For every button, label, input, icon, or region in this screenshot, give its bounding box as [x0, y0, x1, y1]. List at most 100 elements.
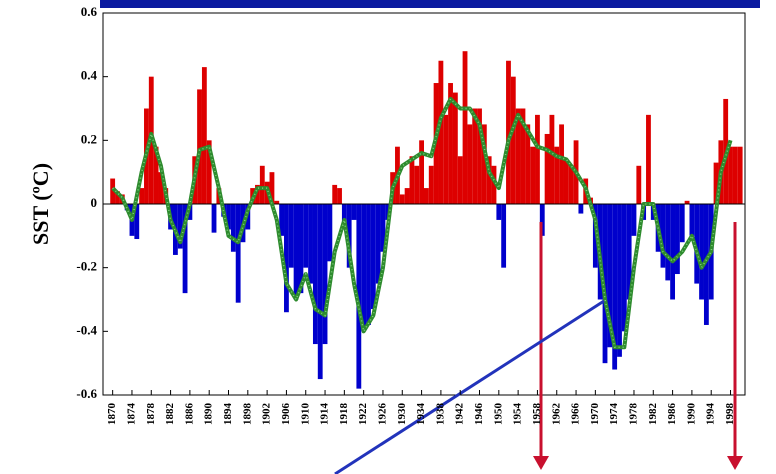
bar: [211, 204, 217, 233]
bar: [375, 204, 381, 284]
bar: [366, 204, 371, 325]
bar: [298, 204, 304, 294]
bar: [380, 204, 386, 252]
bar: [424, 188, 429, 204]
bar: [689, 204, 695, 236]
bar: [554, 146, 560, 204]
x-tick-label: 1910: [299, 403, 311, 426]
bar: [477, 108, 482, 204]
x-tick-label: 1878: [145, 403, 157, 426]
bar: [443, 114, 449, 204]
bar: [665, 204, 671, 281]
x-tick-label: 1882: [164, 403, 176, 426]
x-tick-label: 1966: [570, 403, 582, 426]
y-tick-label: -0.6: [76, 386, 97, 401]
bar: [506, 60, 511, 204]
bar: [269, 172, 275, 204]
bar: [694, 204, 700, 284]
x-tick-label: 1922: [357, 403, 369, 426]
bar: [568, 165, 574, 204]
x-tick-label: 1998: [724, 403, 736, 426]
bar: [684, 200, 690, 204]
annotation-arrows: [334, 222, 743, 474]
bar: [578, 204, 584, 214]
y-tick-label: -0.4: [76, 322, 97, 337]
bar: [428, 165, 434, 204]
bar: [467, 124, 473, 204]
bar: [612, 204, 618, 370]
bar: [525, 124, 531, 204]
plot-area: [103, 51, 745, 389]
bar: [399, 194, 405, 204]
x-tick-label: 1970: [589, 403, 601, 426]
arrow-head: [533, 456, 549, 470]
x-tick-label: 1950: [492, 403, 504, 426]
x-tick-label: 1962: [550, 403, 562, 426]
y-tick-label: 0.2: [81, 131, 97, 146]
x-tick-label: 1890: [203, 403, 215, 426]
bar: [197, 89, 202, 204]
x-tick-label: 1902: [261, 403, 273, 426]
bar: [409, 156, 415, 204]
bar: [530, 146, 536, 204]
y-axis-label: SST (ºC): [28, 163, 53, 245]
smoothed-line-dots: [112, 97, 732, 348]
bar: [255, 184, 260, 204]
bar: [274, 200, 280, 204]
bar: [496, 204, 502, 220]
y-tick-label: -0.2: [76, 259, 97, 274]
bar: [631, 204, 637, 236]
bar: [617, 204, 622, 357]
bar: [293, 204, 299, 300]
x-tick-label: 1926: [377, 403, 389, 426]
bar: [549, 114, 555, 204]
bar: [419, 140, 424, 204]
bar: [636, 165, 642, 204]
bar: [728, 146, 733, 204]
bar: [515, 108, 521, 204]
bar: [332, 184, 338, 204]
bar: [699, 204, 704, 300]
bar: [462, 51, 468, 205]
bar: [351, 204, 357, 220]
bar: [158, 172, 164, 204]
bar: [279, 204, 285, 236]
bar: [317, 204, 323, 380]
bar: [337, 188, 342, 204]
title-strip: [100, 0, 760, 8]
x-tick-label: 1954: [512, 403, 524, 426]
bar: [327, 204, 333, 262]
bar: [303, 204, 309, 268]
x-tick-label: 1894: [222, 403, 234, 426]
x-tick-label: 1974: [608, 403, 620, 426]
bar: [520, 108, 526, 204]
bar: [308, 204, 313, 284]
bar: [404, 188, 410, 204]
bar: [491, 165, 497, 204]
bar: [539, 204, 545, 236]
bar: [235, 204, 241, 303]
bar: [501, 204, 507, 268]
x-tick-label: 1978: [628, 403, 640, 426]
x-tick-label: 1958: [531, 403, 543, 426]
arrow-head: [727, 456, 743, 470]
y-tick-label: 0: [91, 195, 98, 210]
bar: [646, 114, 651, 204]
bar: [177, 204, 183, 249]
bar: [737, 146, 743, 204]
x-tick-label: 1938: [434, 403, 446, 426]
bar: [510, 76, 516, 204]
bar: [341, 204, 347, 230]
x-tick-label: 1982: [647, 403, 659, 426]
bar: [230, 204, 236, 252]
bar: [486, 156, 492, 204]
bar: [370, 204, 376, 310]
bar: [153, 146, 159, 204]
bar: [361, 204, 367, 332]
bar: [414, 165, 420, 204]
bar: [660, 204, 666, 268]
bar: [472, 108, 478, 204]
bar: [346, 204, 352, 268]
x-tick-label: 1914: [319, 403, 331, 426]
